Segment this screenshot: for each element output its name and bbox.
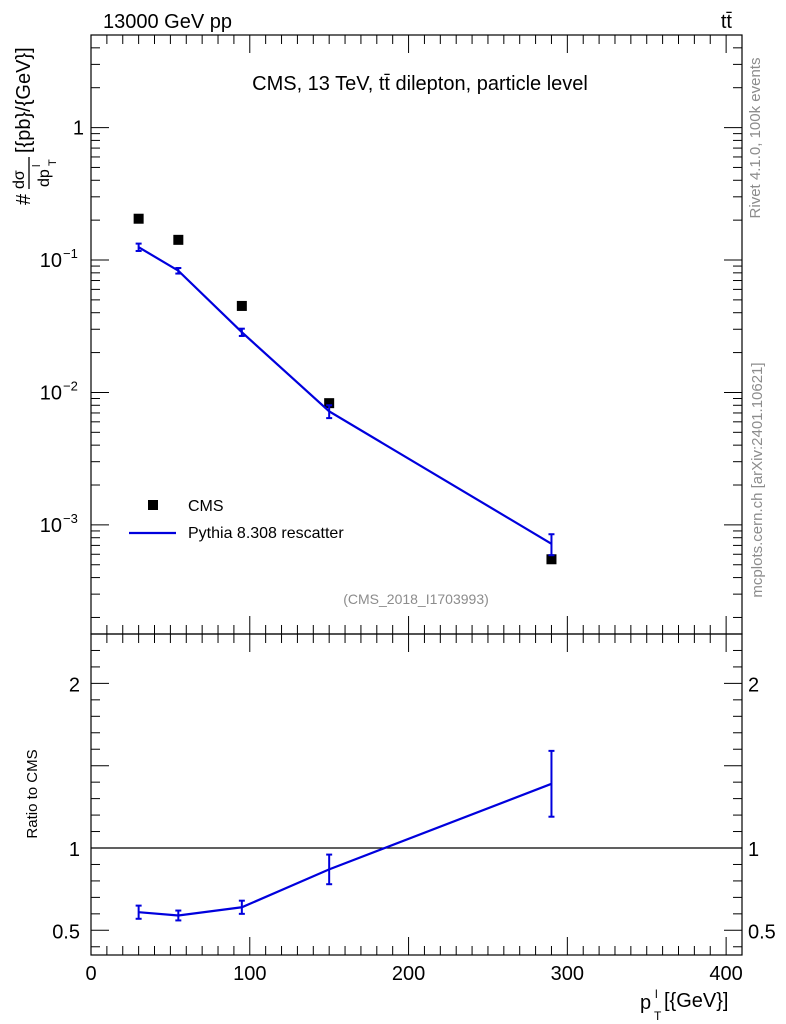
y-label-units: [{pb}/{GeV}] [13,47,35,153]
y-label-denominator: dp [36,169,53,187]
ratio-y-tick-label-right: 1 [748,839,759,861]
x-tick-label: 100 [233,963,266,985]
x-label-sup: l [655,987,658,1001]
header-left: 13000 GeV pp [103,11,232,33]
legend-marker-cms [148,500,158,510]
header-right: tt̄ [721,11,733,33]
cms-data-point [173,234,184,245]
main-y-tick-label-exponent: −2 [63,378,78,393]
legend-label-pythia: Pythia 8.308 rescatter [188,525,344,542]
cms-data-point [546,554,557,565]
ratio-data-layer [91,749,742,922]
x-tick-label: 300 [551,963,584,985]
main-y-tick-label: 10 [40,382,62,404]
ratio-axis-ticks [90,633,743,955]
main-data-layer [133,213,557,565]
ratio-y-tick-label-right: 0.5 [748,921,776,943]
main-frame [90,34,743,635]
main-title: CMS, 13 TeV, tt̄ dilepton, particle leve… [252,73,588,95]
y-label-den-sup: l [31,165,43,167]
main-y-tick-labels: 110−110−210−3 [40,118,84,537]
x-label-units: [{GeV}] [664,990,729,1012]
y-label-den-sub: T [47,159,59,166]
legend: CMS Pythia 8.308 rescatter [129,498,344,542]
x-tick-label: 400 [709,963,742,985]
legend-label-cms: CMS [188,498,224,515]
main-y-axis-label: # dσ dp l T [{pb}/{GeV}] [11,47,59,205]
ratio-frame [90,633,743,956]
main-y-tick-label: 10 [40,515,62,537]
y-label-hash: # [13,193,35,205]
x-label-sub: T [654,1009,662,1023]
mcplots-label: mcplots.cern.ch [arXiv:2401.10621] [749,362,766,597]
x-tick-label: 0 [85,963,96,985]
main-y-tick-label-exponent: −3 [63,511,78,526]
main-y-tick-label-exponent: −1 [63,246,78,261]
analysis-watermark: (CMS_2018_I1703993) [343,591,489,607]
main-y-tick-label: 1 [73,118,84,140]
cms-data-point [236,300,247,311]
ratio-y-tick-label-left: 0.5 [52,921,80,943]
ratio-y-tick-label-left: 2 [69,674,80,696]
ratio-pythia-line [138,782,552,917]
ratio-y-tick-label-right: 2 [748,674,759,696]
ratio-y-tick-label-left: 1 [69,839,80,861]
x-label-base: p [640,992,651,1014]
main-axis-ticks [90,34,743,634]
ratio-tick-labels: 0.5 0.5 1 1 2 2 0 100 200 300 400 [52,674,776,985]
y-label-numerator: dσ [11,170,28,189]
x-tick-label: 200 [392,963,425,985]
rivet-version-label: Rivet 4.1.0, 100k events [747,58,764,219]
main-y-tick-label: 10 [40,250,62,272]
ratio-y-axis-label: Ratio to CMS [24,749,41,838]
cms-data-point [324,398,335,409]
x-axis-label: p l T [{GeV}] [640,987,729,1023]
cms-data-point [133,213,144,224]
